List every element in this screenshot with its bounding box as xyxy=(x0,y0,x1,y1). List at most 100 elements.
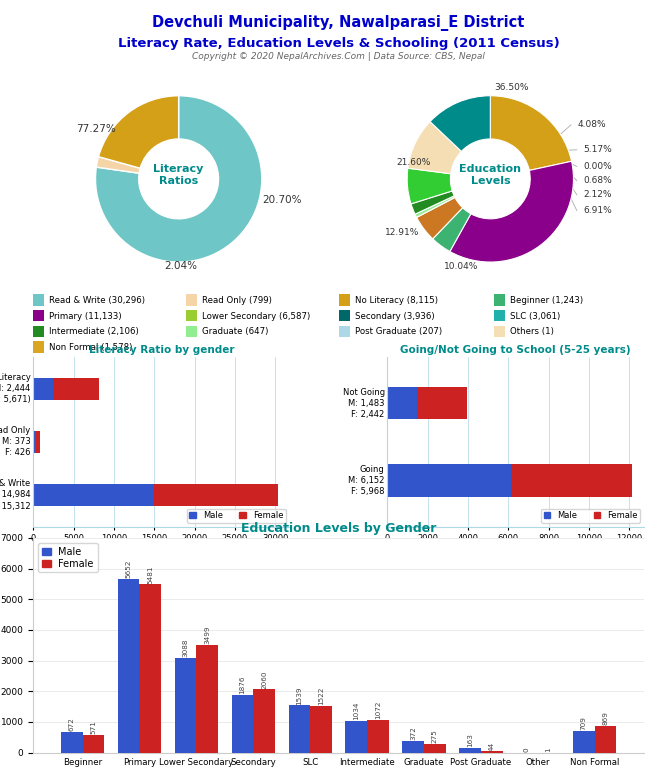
Bar xyxy=(387,387,417,419)
Bar xyxy=(61,732,82,753)
Wedge shape xyxy=(96,96,262,262)
Title: Literacy Ratio by gender: Literacy Ratio by gender xyxy=(89,345,234,355)
Text: 0.68%: 0.68% xyxy=(584,176,612,185)
Bar xyxy=(33,294,44,306)
Text: 21.60%: 21.60% xyxy=(396,157,430,167)
Text: 869: 869 xyxy=(602,711,608,725)
Text: Copyright © 2020 NepalArchives.Com | Data Source: CBS, Nepal: Copyright © 2020 NepalArchives.Com | Dat… xyxy=(192,52,485,61)
Text: 77.27%: 77.27% xyxy=(76,124,116,134)
Wedge shape xyxy=(430,96,490,151)
Bar xyxy=(367,720,388,753)
Bar xyxy=(402,741,424,753)
Text: 10.04%: 10.04% xyxy=(444,262,478,270)
Bar xyxy=(495,310,505,322)
Bar xyxy=(289,706,310,753)
Title: Education Levels by Gender: Education Levels by Gender xyxy=(241,522,436,535)
Wedge shape xyxy=(416,197,463,239)
Legend: Male, Female: Male, Female xyxy=(38,543,98,572)
Text: Primary (11,133): Primary (11,133) xyxy=(49,312,122,320)
Bar xyxy=(33,484,154,506)
Bar xyxy=(310,706,332,753)
Bar xyxy=(33,378,53,400)
Text: 5.17%: 5.17% xyxy=(584,145,612,154)
Bar xyxy=(339,310,350,322)
Bar xyxy=(511,464,632,497)
Text: 2060: 2060 xyxy=(261,670,267,689)
Text: 0.00%: 0.00% xyxy=(584,162,612,171)
Bar xyxy=(33,310,44,322)
Bar xyxy=(573,731,595,753)
Legend: Male, Female: Male, Female xyxy=(187,508,286,522)
Text: 1539: 1539 xyxy=(296,686,302,705)
Text: Lower Secondary (6,587): Lower Secondary (6,587) xyxy=(202,312,310,320)
Wedge shape xyxy=(450,161,574,262)
Text: Secondary (3,936): Secondary (3,936) xyxy=(355,312,434,320)
Text: 6.91%: 6.91% xyxy=(584,206,612,215)
Text: Devchuli Municipality, Nawalparasi_E District: Devchuli Municipality, Nawalparasi_E Dis… xyxy=(153,15,525,31)
Bar xyxy=(186,294,197,306)
Text: 3499: 3499 xyxy=(205,626,210,644)
Bar xyxy=(82,735,104,753)
Text: Education
Levels: Education Levels xyxy=(459,164,521,186)
Bar xyxy=(197,645,218,753)
Text: Literacy
Ratios: Literacy Ratios xyxy=(153,164,204,186)
Wedge shape xyxy=(433,207,471,252)
Text: 2.04%: 2.04% xyxy=(164,261,197,271)
Wedge shape xyxy=(98,96,179,168)
Text: 275: 275 xyxy=(432,730,438,743)
Wedge shape xyxy=(416,197,455,217)
Text: Others (1): Others (1) xyxy=(511,327,554,336)
Wedge shape xyxy=(490,96,572,170)
Wedge shape xyxy=(415,196,455,217)
Text: 372: 372 xyxy=(410,727,416,740)
Legend: Male, Female: Male, Female xyxy=(541,508,640,522)
Wedge shape xyxy=(407,168,452,204)
Text: 1034: 1034 xyxy=(353,702,359,720)
Bar xyxy=(495,326,505,337)
Wedge shape xyxy=(411,191,454,214)
Bar xyxy=(424,744,446,753)
Bar xyxy=(595,726,616,753)
Text: 44: 44 xyxy=(489,741,495,750)
Bar xyxy=(459,747,481,753)
Bar xyxy=(232,695,253,753)
Text: 0: 0 xyxy=(524,747,530,752)
Bar xyxy=(339,326,350,337)
Text: Intermediate (2,106): Intermediate (2,106) xyxy=(49,327,139,336)
Bar xyxy=(345,721,367,753)
Bar xyxy=(33,326,44,337)
Title: Going/Not Going to School (5-25 years): Going/Not Going to School (5-25 years) xyxy=(400,345,631,355)
Text: 163: 163 xyxy=(467,733,473,746)
Text: 1072: 1072 xyxy=(375,700,381,719)
Text: Post Graduate (207): Post Graduate (207) xyxy=(355,327,442,336)
Wedge shape xyxy=(408,121,461,174)
Text: Graduate (647): Graduate (647) xyxy=(202,327,268,336)
Text: Beginner (1,243): Beginner (1,243) xyxy=(511,296,584,305)
Text: 5481: 5481 xyxy=(147,565,153,584)
Text: 5652: 5652 xyxy=(125,560,131,578)
Bar xyxy=(37,431,40,453)
Bar xyxy=(154,484,278,506)
Bar xyxy=(387,464,511,497)
Bar xyxy=(253,690,275,753)
Text: 12.91%: 12.91% xyxy=(385,228,420,237)
Text: 20.70%: 20.70% xyxy=(262,194,301,205)
Text: 672: 672 xyxy=(69,717,75,731)
Text: 2.12%: 2.12% xyxy=(584,190,612,199)
Text: 709: 709 xyxy=(581,717,587,730)
Bar xyxy=(33,341,44,353)
Text: 4.08%: 4.08% xyxy=(578,121,606,129)
Bar xyxy=(339,294,350,306)
Bar xyxy=(495,294,505,306)
Text: Read & Write (30,296): Read & Write (30,296) xyxy=(49,296,145,305)
Bar xyxy=(175,658,197,753)
Text: 1: 1 xyxy=(546,747,552,752)
Text: 36.50%: 36.50% xyxy=(494,83,529,92)
Text: SLC (3,061): SLC (3,061) xyxy=(511,312,560,320)
Text: Non Formal (1,578): Non Formal (1,578) xyxy=(49,343,132,352)
Bar xyxy=(118,579,139,753)
Wedge shape xyxy=(96,157,140,174)
Text: Literacy Rate, Education Levels & Schooling (2011 Census): Literacy Rate, Education Levels & School… xyxy=(118,37,560,50)
Text: No Literacy (8,115): No Literacy (8,115) xyxy=(355,296,438,305)
Bar xyxy=(53,378,99,400)
